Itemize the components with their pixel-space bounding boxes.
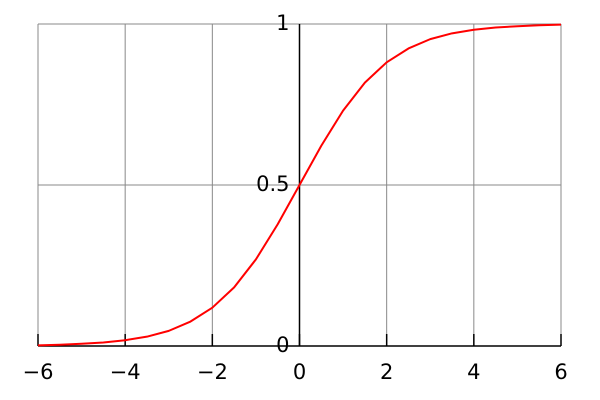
x-tick-label: 6	[554, 360, 567, 384]
x-tick-label: −2	[197, 360, 228, 384]
x-tick-label: −6	[23, 360, 54, 384]
y-tick-label: 1	[276, 11, 289, 35]
x-tick-label: −4	[110, 360, 141, 384]
curve	[37, 23, 562, 347]
x-tick-label: 2	[380, 360, 393, 384]
y-tick-label: 0	[276, 333, 289, 357]
x-tick-label: 0	[293, 360, 306, 384]
y-tick-label: 0.5	[256, 172, 289, 196]
x-tick-label: 4	[467, 360, 480, 384]
